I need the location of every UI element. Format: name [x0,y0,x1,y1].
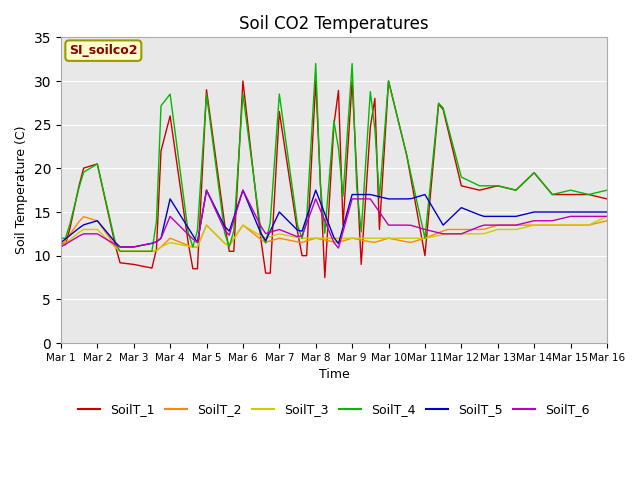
Title: Soil CO2 Temperatures: Soil CO2 Temperatures [239,15,429,33]
X-axis label: Time: Time [319,368,349,381]
Text: SI_soilco2: SI_soilco2 [69,44,138,57]
Legend: SoilT_1, SoilT_2, SoilT_3, SoilT_4, SoilT_5, SoilT_6: SoilT_1, SoilT_2, SoilT_3, SoilT_4, Soil… [73,398,595,421]
Y-axis label: Soil Temperature (C): Soil Temperature (C) [15,126,28,254]
